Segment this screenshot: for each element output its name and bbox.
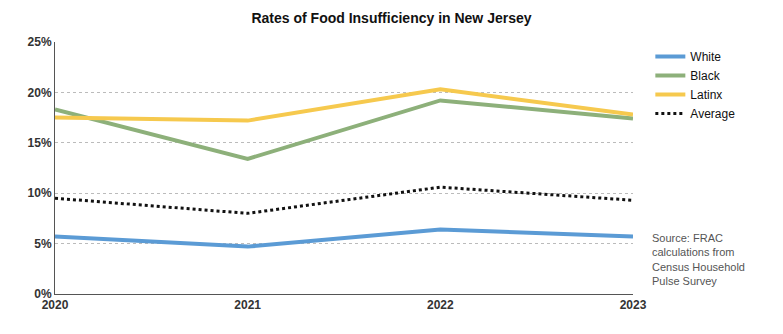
svg-text:10%: 10% — [28, 186, 52, 200]
svg-text:25%: 25% — [28, 35, 52, 49]
svg-text:2020: 2020 — [42, 298, 69, 312]
svg-text:2023: 2023 — [620, 298, 647, 312]
svg-text:20%: 20% — [28, 86, 52, 100]
svg-text:White: White — [690, 50, 721, 64]
svg-text:Source: FRACcalculations fromC: Source: FRACcalculations fromCensus Hous… — [652, 232, 745, 287]
svg-text:Latinx: Latinx — [690, 88, 722, 102]
svg-text:Black: Black — [690, 69, 720, 83]
svg-text:Rates of Food Insufficiency in: Rates of Food Insufficiency in New Jerse… — [251, 10, 531, 26]
svg-text:5%: 5% — [34, 237, 52, 251]
svg-text:0%: 0% — [34, 287, 52, 301]
svg-text:2022: 2022 — [427, 298, 454, 312]
svg-text:Average: Average — [690, 107, 735, 121]
svg-text:15%: 15% — [28, 136, 52, 150]
svg-text:2021: 2021 — [234, 298, 261, 312]
